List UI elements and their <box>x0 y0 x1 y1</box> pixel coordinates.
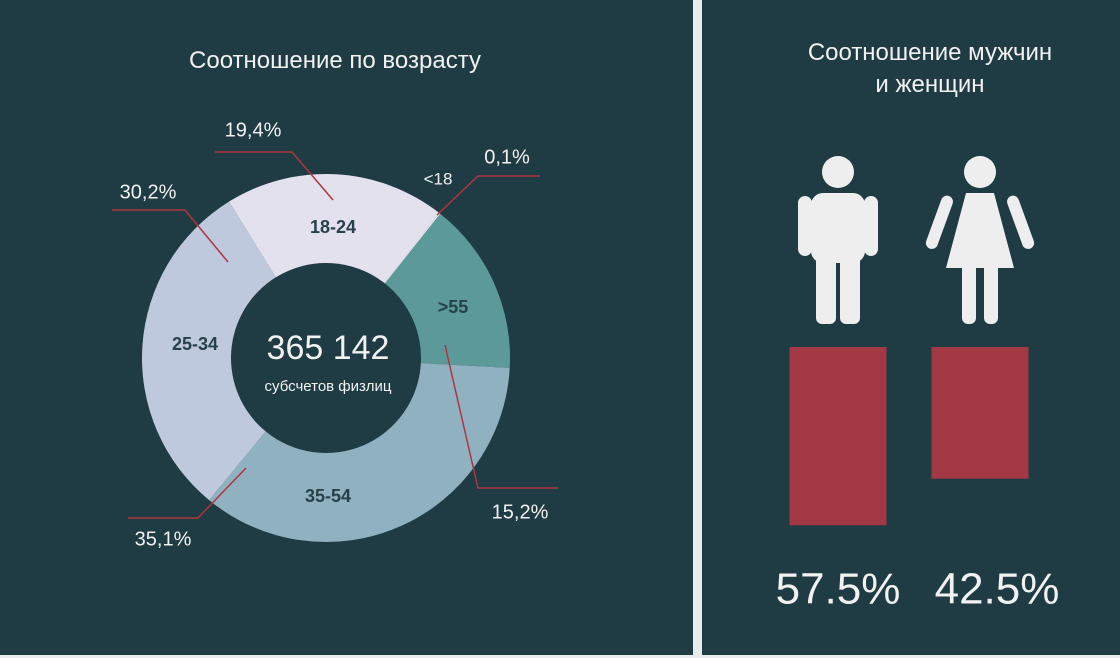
slice-value-label: 0,1% <box>484 146 530 168</box>
leader-line <box>215 151 334 201</box>
slice-category-label: 18-24 <box>310 217 356 237</box>
slice-category-label: <18 <box>424 169 453 188</box>
bar <box>789 347 887 526</box>
slice-value-label: 35,1% <box>135 528 192 550</box>
woman-icon <box>925 156 1035 324</box>
slice-value-label: 19,4% <box>225 119 282 141</box>
slice-value-label: 15,2% <box>492 501 549 523</box>
slice-category-label: 25-34 <box>172 334 218 354</box>
leader-line <box>444 344 558 489</box>
bar-title: Соотношение мужчин и женщин <box>807 39 1053 98</box>
donut-slice <box>209 363 510 542</box>
bar-value-label: 42.5% <box>935 565 1060 614</box>
slice-value-label: 30,2% <box>120 181 177 203</box>
donut-slice <box>142 201 276 501</box>
center-label: 365 142 <box>267 329 390 367</box>
leader-line <box>436 175 540 216</box>
donut-slice <box>384 213 441 284</box>
donut-slice <box>228 174 440 284</box>
donut-slice <box>384 213 510 368</box>
donut-title: Соотношение по возрасту <box>189 47 481 74</box>
right-panel <box>702 0 1120 655</box>
leader-line <box>128 467 247 519</box>
left-panel <box>0 0 693 655</box>
bar-value-label: 57.5% <box>776 565 901 614</box>
man-icon <box>798 156 878 324</box>
bar <box>931 347 1029 479</box>
center-sublabel: субсчетов физлиц <box>265 378 392 395</box>
leader-line <box>112 209 229 263</box>
slice-category-label: 35-54 <box>305 486 351 506</box>
slice-category-label: >55 <box>438 297 469 317</box>
